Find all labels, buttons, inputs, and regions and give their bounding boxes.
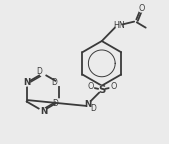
Text: O: O <box>87 82 93 91</box>
Text: D: D <box>52 99 58 108</box>
Text: N: N <box>40 107 47 116</box>
Text: O: O <box>110 82 116 91</box>
Circle shape <box>56 80 62 85</box>
Text: D: D <box>51 78 57 87</box>
Circle shape <box>40 108 46 114</box>
Text: O: O <box>139 4 145 13</box>
Circle shape <box>84 101 91 108</box>
Text: D: D <box>90 104 96 113</box>
Circle shape <box>115 22 123 29</box>
Circle shape <box>40 71 45 76</box>
Text: HN: HN <box>113 21 125 30</box>
Circle shape <box>56 99 62 104</box>
Circle shape <box>23 80 30 86</box>
Text: D: D <box>36 67 42 76</box>
Text: S: S <box>98 85 105 95</box>
Circle shape <box>139 7 144 12</box>
Circle shape <box>98 86 106 94</box>
Circle shape <box>110 85 115 90</box>
Circle shape <box>88 85 94 90</box>
Text: N: N <box>84 100 91 109</box>
Text: N: N <box>24 78 31 87</box>
